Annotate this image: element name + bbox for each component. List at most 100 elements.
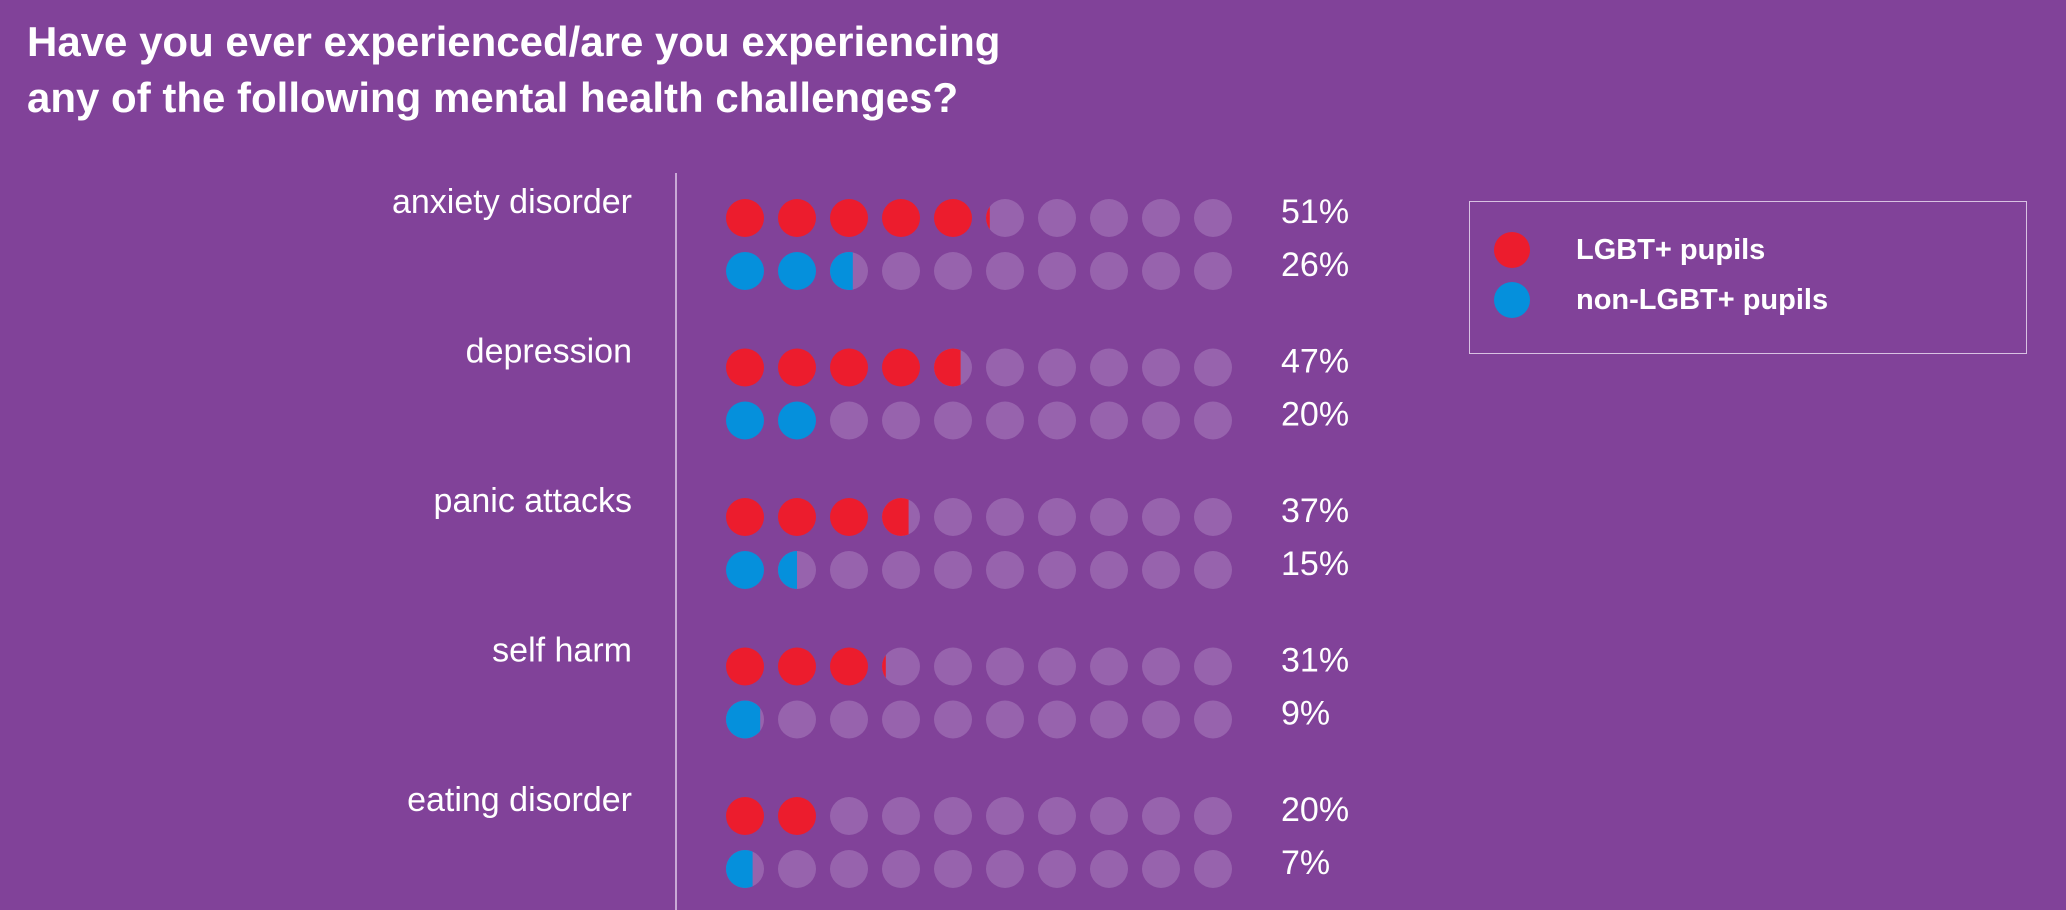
dot-lgbt-depression-10 [1194,348,1232,387]
dot-lgbt-anxiety-disorder-8 [1090,199,1128,237]
dot-lgbt-eating-disorder-6 [986,797,1024,835]
dot-lgbt-depression-7 [1038,348,1076,387]
dot-partial-lgbt-self-harm [882,655,886,678]
dot-lgbt-anxiety-disorder-1 [726,199,764,237]
dot-partial-non-lgbt-self-harm [726,700,761,739]
dot-non-lgbt-eating-disorder-5 [934,850,972,888]
dot-non-lgbt-depression-9 [1142,401,1180,440]
dot-lgbt-self-harm-6 [986,647,1024,686]
value-label-non-lgbt-anxiety-disorder: 26% [1281,246,1349,284]
dot-lgbt-depression-2 [778,348,816,387]
dot-lgbt-anxiety-disorder-10 [1194,199,1232,237]
chart-title-line-1: Have you ever experienced/are you experi… [27,18,1001,65]
dot-non-lgbt-depression-6 [986,401,1024,440]
dot-non-lgbt-panic-attacks-8 [1090,551,1128,589]
dot-lgbt-eating-disorder-3 [830,797,868,835]
dot-non-lgbt-anxiety-disorder-1 [726,252,764,290]
dot-lgbt-depression-8 [1090,348,1128,387]
dot-non-lgbt-panic-attacks-9 [1142,551,1180,589]
dot-non-lgbt-self-harm-8 [1090,700,1128,739]
category-label-self-harm: self harm [492,632,632,670]
dot-non-lgbt-depression-8 [1090,401,1128,440]
chart-title-line-2: any of the following mental health chall… [27,74,959,121]
dot-non-lgbt-depression-1 [726,401,764,440]
dot-lgbt-depression-1 [726,348,764,387]
dot-lgbt-panic-attacks-6 [986,498,1024,536]
value-label-non-lgbt-eating-disorder: 7% [1281,844,1330,882]
dot-non-lgbt-depression-2 [778,401,816,440]
dot-non-lgbt-self-harm-5 [934,700,972,739]
dot-non-lgbt-eating-disorder-7 [1038,850,1076,888]
legend-item-lgbt: LGBT+ pupils [1470,232,1765,268]
dot-lgbt-anxiety-disorder-4 [882,199,920,237]
dot-non-lgbt-self-harm-10 [1194,700,1232,739]
value-label-lgbt-depression: 47% [1281,343,1349,381]
dot-lgbt-anxiety-disorder-9 [1142,199,1180,237]
dot-lgbt-panic-attacks-1 [726,498,764,536]
dot-non-lgbt-anxiety-disorder-6 [986,252,1024,290]
dot-non-lgbt-anxiety-disorder-9 [1142,252,1180,290]
dot-non-lgbt-panic-attacks-5 [934,551,972,589]
dot-non-lgbt-anxiety-disorder-5 [934,252,972,290]
value-label-lgbt-panic-attacks: 37% [1281,492,1349,530]
dot-lgbt-anxiety-disorder-3 [830,199,868,237]
value-label-lgbt-anxiety-disorder: 51% [1281,193,1349,231]
dot-non-lgbt-eating-disorder-10 [1194,850,1232,888]
legend-item-non-lgbt: non-LGBT+ pupils [1470,282,1828,318]
category-label-anxiety-disorder: anxiety disorder [392,183,632,221]
dot-lgbt-self-harm-9 [1142,647,1180,686]
dot-lgbt-eating-disorder-4 [882,797,920,835]
dot-lgbt-depression-4 [882,348,920,387]
dot-partial-non-lgbt-panic-attacks [778,551,797,589]
dot-non-lgbt-self-harm-9 [1142,700,1180,739]
dot-partial-lgbt-anxiety-disorder [986,206,990,230]
dot-non-lgbt-depression-5 [934,401,972,440]
dot-non-lgbt-panic-attacks-7 [1038,551,1076,589]
dot-partial-non-lgbt-eating-disorder [726,850,753,888]
dot-non-lgbt-panic-attacks-4 [882,551,920,589]
dot-non-lgbt-panic-attacks-10 [1194,551,1232,589]
dot-lgbt-panic-attacks-3 [830,498,868,536]
dot-lgbt-self-harm-3 [830,647,868,686]
dot-lgbt-depression-3 [830,348,868,387]
dot-lgbt-anxiety-disorder-6 [986,199,1024,237]
dot-non-lgbt-eating-disorder-8 [1090,850,1128,888]
value-label-lgbt-eating-disorder: 20% [1281,791,1349,829]
dot-non-lgbt-eating-disorder-2 [778,850,816,888]
dot-non-lgbt-eating-disorder-3 [830,850,868,888]
dot-lgbt-eating-disorder-10 [1194,797,1232,835]
dot-non-lgbt-eating-disorder-9 [1142,850,1180,888]
dot-partial-non-lgbt-anxiety-disorder [830,252,853,290]
legend-dot-non-lgbt [1494,282,1530,318]
dot-lgbt-eating-disorder-5 [934,797,972,835]
dot-non-lgbt-panic-attacks-3 [830,551,868,589]
dot-lgbt-self-harm-7 [1038,647,1076,686]
dot-non-lgbt-depression-10 [1194,401,1232,440]
dot-non-lgbt-panic-attacks-6 [986,551,1024,589]
legend-label-lgbt: LGBT+ pupils [1576,233,1766,266]
dot-non-lgbt-anxiety-disorder-8 [1090,252,1128,290]
dot-lgbt-anxiety-disorder-7 [1038,199,1076,237]
dot-non-lgbt-anxiety-disorder-4 [882,252,920,290]
dot-lgbt-self-harm-5 [934,647,972,686]
legend-label-non-lgbt: non-LGBT+ pupils [1576,283,1829,316]
dot-non-lgbt-depression-3 [830,401,868,440]
dot-lgbt-anxiety-disorder-5 [934,199,972,237]
dot-lgbt-panic-attacks-7 [1038,498,1076,536]
dot-lgbt-eating-disorder-2 [778,797,816,835]
dot-partial-lgbt-depression [934,348,961,387]
dot-non-lgbt-self-harm-2 [778,700,816,739]
value-label-non-lgbt-self-harm: 9% [1281,695,1330,733]
value-label-lgbt-self-harm: 31% [1281,642,1349,680]
dot-lgbt-eating-disorder-7 [1038,797,1076,835]
category-label-panic-attacks: panic attacks [434,482,632,520]
dot-lgbt-panic-attacks-5 [934,498,972,536]
dot-non-lgbt-self-harm-4 [882,700,920,739]
dot-lgbt-panic-attacks-8 [1090,498,1128,536]
category-label-eating-disorder: eating disorder [407,781,632,819]
dot-non-lgbt-self-harm-7 [1038,700,1076,739]
dot-lgbt-panic-attacks-2 [778,498,816,536]
legend: LGBT+ pupils non-LGBT+ pupils [1469,201,2027,354]
